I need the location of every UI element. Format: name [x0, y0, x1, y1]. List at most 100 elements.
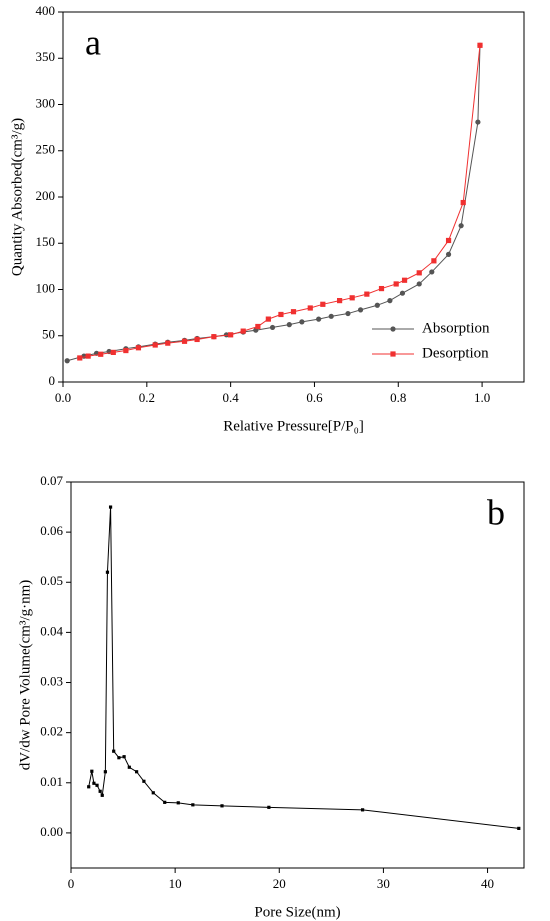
y-tick-label: 300 — [36, 95, 56, 110]
y-tick-label: 350 — [36, 49, 56, 64]
marker — [181, 338, 188, 344]
marker — [401, 277, 408, 283]
marker — [387, 298, 393, 304]
x-tick-label: 0.0 — [55, 390, 71, 405]
marker — [123, 347, 129, 354]
x-tick-label: 20 — [273, 876, 286, 891]
marker — [64, 358, 70, 364]
marker — [458, 223, 464, 229]
y-tick-label: 0.01 — [40, 774, 63, 789]
marker — [517, 826, 521, 830]
x-tick-label: 0.6 — [306, 390, 323, 405]
marker — [135, 770, 139, 774]
y-tick-label: 250 — [36, 142, 56, 157]
marker — [176, 801, 180, 805]
marker — [87, 785, 91, 789]
marker — [360, 808, 365, 812]
marker — [191, 803, 195, 807]
y-tick-label: 0.07 — [40, 473, 63, 488]
x-tick-label: 40 — [481, 876, 494, 891]
marker — [117, 756, 121, 760]
marker — [92, 781, 96, 785]
plot-frame — [70, 481, 525, 869]
marker — [337, 298, 343, 304]
marker — [445, 237, 452, 244]
marker — [108, 505, 113, 509]
marker — [460, 199, 466, 206]
marker — [255, 323, 261, 330]
marker — [429, 269, 435, 275]
marker — [286, 322, 292, 328]
marker — [316, 316, 322, 322]
marker — [477, 42, 483, 48]
marker — [163, 800, 167, 804]
y-tick-label: 0.06 — [40, 523, 63, 538]
marker — [142, 779, 146, 783]
marker — [267, 805, 271, 809]
marker — [445, 251, 452, 257]
y-tick-label: 150 — [36, 234, 56, 249]
legend-label: Desorption — [422, 345, 489, 361]
marker — [165, 340, 171, 346]
marker — [85, 353, 91, 359]
marker — [98, 789, 102, 793]
marker — [77, 355, 83, 361]
x-tick-label: 10 — [169, 876, 182, 891]
legend-label: Absorption — [422, 320, 490, 336]
series-line — [88, 507, 519, 829]
marker — [98, 351, 104, 357]
marker — [228, 332, 234, 338]
y-tick-label: 0 — [49, 373, 56, 388]
marker — [378, 285, 385, 292]
marker — [105, 570, 110, 574]
marker — [278, 311, 284, 318]
marker — [220, 804, 224, 808]
y-tick-label: 100 — [36, 280, 56, 295]
marker — [152, 342, 158, 348]
marker — [328, 313, 334, 319]
marker — [345, 310, 351, 317]
y-axis-title: Quantity Absorbed(cm³/g) — [9, 118, 25, 276]
marker — [240, 328, 246, 334]
y-tick-label: 0.04 — [40, 623, 63, 638]
marker — [416, 270, 422, 276]
marker — [299, 319, 305, 325]
marker — [364, 291, 370, 297]
marker — [194, 336, 200, 343]
panel-label: b — [487, 492, 505, 532]
y-tick-label: 0.03 — [40, 674, 63, 689]
x-tick-label: 30 — [377, 876, 390, 891]
marker — [357, 307, 364, 313]
marker — [320, 301, 326, 307]
x-axis-title: Pore Size(nm) — [254, 904, 340, 920]
y-tick-label: 0.02 — [40, 724, 63, 739]
marker — [100, 793, 104, 797]
series-line — [67, 45, 481, 362]
marker — [151, 791, 155, 795]
marker — [103, 770, 107, 774]
marker — [399, 290, 406, 296]
marker — [135, 345, 142, 351]
y-tick-label: 0.00 — [40, 824, 63, 839]
marker — [307, 305, 313, 311]
marker — [390, 326, 396, 332]
x-tick-label: 0 — [68, 876, 75, 891]
panel-label: a — [85, 22, 101, 62]
marker — [95, 783, 99, 787]
x-tick-label: 0.2 — [139, 390, 155, 405]
y-tick-label: 200 — [36, 188, 56, 203]
x-tick-label: 0.4 — [223, 390, 240, 405]
y-tick-label: 400 — [36, 3, 56, 18]
marker — [416, 281, 422, 287]
marker — [90, 769, 94, 773]
marker — [269, 324, 276, 331]
marker — [265, 316, 271, 322]
marker — [127, 765, 131, 769]
marker — [349, 295, 355, 301]
marker — [110, 349, 116, 355]
y-tick-label: 50 — [42, 327, 55, 342]
marker — [475, 119, 481, 125]
x-tick-label: 0.8 — [390, 390, 406, 405]
marker — [211, 334, 217, 340]
